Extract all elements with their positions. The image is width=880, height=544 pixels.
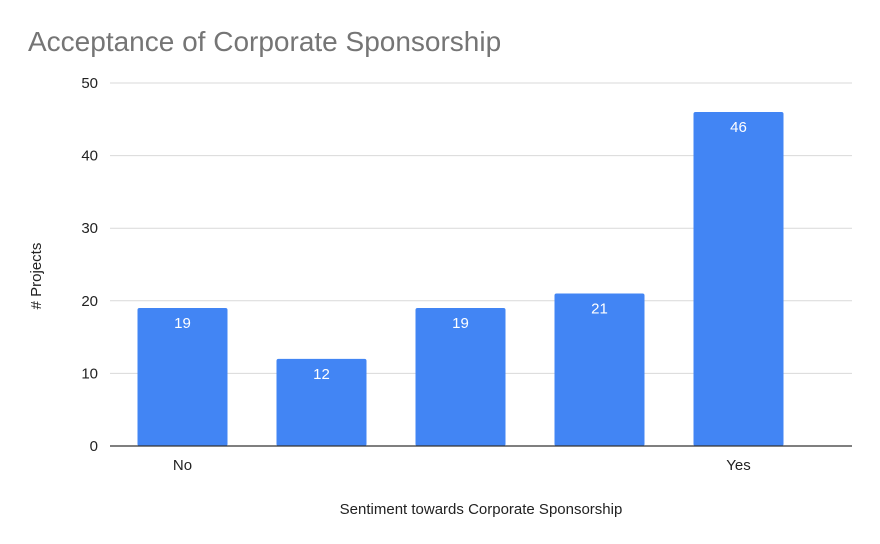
data-labels: 19 12 19 21 46 [174,119,747,383]
y-axis-ticks: 0 10 20 30 40 50 [81,75,98,455]
chart-title: Acceptance of Corporate Sponsorship [28,26,502,57]
data-label: 12 [313,366,330,383]
data-label: 19 [452,315,469,332]
bar [554,293,645,446]
x-axis-title: Sentiment towards Corporate Sponsorship [340,501,623,518]
x-axis-categories: No Yes [173,457,751,474]
data-label: 21 [591,301,608,318]
data-label: 19 [174,315,191,332]
bars [137,112,784,446]
y-tick-label: 20 [81,293,98,310]
y-tick-label: 30 [81,220,98,237]
data-label: 46 [730,119,747,136]
y-tick-label: 10 [81,365,98,382]
bar [415,308,506,446]
y-tick-label: 50 [81,75,98,92]
y-tick-label: 0 [90,438,98,455]
bar [693,112,784,446]
bar [137,308,228,446]
x-category-label: No [173,457,192,474]
y-axis-title: # Projects [28,243,45,310]
bar [276,358,367,446]
x-category-label: Yes [726,457,750,474]
y-tick-label: 40 [81,148,98,165]
